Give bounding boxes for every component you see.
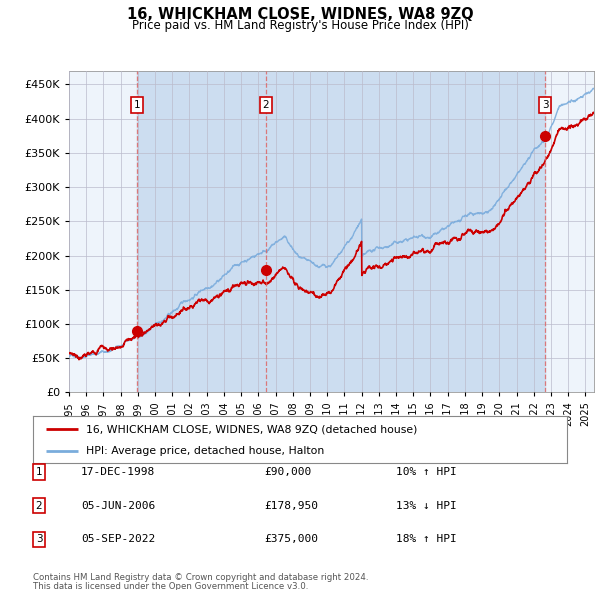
Text: HPI: Average price, detached house, Halton: HPI: Average price, detached house, Halt… (86, 446, 325, 456)
Text: 1: 1 (134, 100, 140, 110)
Text: This data is licensed under the Open Government Licence v3.0.: This data is licensed under the Open Gov… (33, 582, 308, 590)
Text: 05-JUN-2006: 05-JUN-2006 (81, 501, 155, 510)
Text: 3: 3 (35, 535, 43, 544)
Text: £178,950: £178,950 (264, 501, 318, 510)
Text: Price paid vs. HM Land Registry's House Price Index (HPI): Price paid vs. HM Land Registry's House … (131, 19, 469, 32)
Text: 3: 3 (542, 100, 548, 110)
Text: £90,000: £90,000 (264, 467, 311, 477)
Text: 13% ↓ HPI: 13% ↓ HPI (396, 501, 457, 510)
Text: 10% ↑ HPI: 10% ↑ HPI (396, 467, 457, 477)
Text: £375,000: £375,000 (264, 535, 318, 544)
Text: 05-SEP-2022: 05-SEP-2022 (81, 535, 155, 544)
Bar (137, 71, 545, 392)
Text: 2: 2 (262, 100, 269, 110)
Text: 16, WHICKHAM CLOSE, WIDNES, WA8 9ZQ (detached house): 16, WHICKHAM CLOSE, WIDNES, WA8 9ZQ (det… (86, 424, 418, 434)
Text: 16, WHICKHAM CLOSE, WIDNES, WA8 9ZQ: 16, WHICKHAM CLOSE, WIDNES, WA8 9ZQ (127, 7, 473, 22)
Text: 1: 1 (35, 467, 43, 477)
Text: 2: 2 (35, 501, 43, 510)
Text: 18% ↑ HPI: 18% ↑ HPI (396, 535, 457, 544)
Text: Contains HM Land Registry data © Crown copyright and database right 2024.: Contains HM Land Registry data © Crown c… (33, 573, 368, 582)
Text: 17-DEC-1998: 17-DEC-1998 (81, 467, 155, 477)
